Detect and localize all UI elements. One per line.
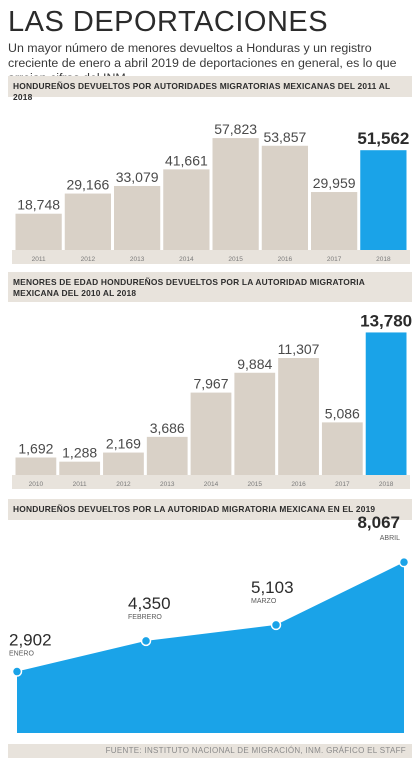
page-title: LAS DEPORTACIONES [8,6,329,38]
bar [212,138,259,250]
data-point [270,619,282,631]
x-tick-label: 2017 [327,256,342,263]
data-point [11,666,23,677]
month-label: FEBRERO [128,614,162,621]
x-tick-label: 2014 [179,256,194,263]
data-label: 7,967 [193,376,228,392]
bar [311,192,358,250]
bar [15,457,57,475]
x-tick-label: 2015 [248,481,263,488]
x-tick-label: 2011 [32,256,46,263]
chart2-title: MENORES DE EDAD HONDUREÑOS DEVUELTOS POR… [8,272,412,302]
x-tick-label: 2012 [116,481,131,488]
data-label: 8,067 [357,513,400,532]
chart3-title: HONDUREÑOS DEVUELTOS POR LA AUTORIDAD MI… [8,499,412,520]
x-tick-label: 2018 [379,481,394,488]
data-label: 1,288 [62,445,97,461]
x-tick-label: 2013 [160,481,175,488]
data-label: 51,562 [357,129,409,148]
data-label: 18,748 [17,197,60,213]
chart-minors-2010-2018: 1,692 2010 1,288 2011 2,169 2012 3,686 2013 7,96… [12,311,412,489]
x-tick-label: 2016 [278,256,293,263]
source-credit: FUENTE: INSTITUTO NACIONAL DE MIGRACIÓN,… [8,744,412,758]
bar [234,372,276,475]
bar [15,213,62,250]
bar [103,452,144,475]
bar [261,145,308,250]
chart-returned-2011-2018: 18,748 2011 29,166 2012 33,079 2013 41,661 2014… [12,121,410,264]
x-axis-band [12,475,410,489]
bar [365,332,407,475]
data-label: 29,959 [313,175,356,191]
data-label: 29,166 [66,177,109,193]
x-axis-band [12,250,410,264]
data-label: 4,350 [128,594,171,613]
data-label: 53,857 [263,129,306,145]
area-series [17,562,404,733]
month-label: ENERO [9,651,34,658]
bar [190,392,232,475]
data-label: 1,692 [18,440,53,456]
x-tick-label: 2016 [291,481,306,488]
month-label: MARZO [251,598,277,605]
x-tick-label: 2013 [130,256,145,263]
bar [114,185,161,250]
data-label: 33,079 [116,169,159,185]
bar [163,169,210,250]
x-tick-label: 2017 [335,481,350,488]
data-label: 5,086 [325,405,360,421]
chart1-title: HONDUREÑOS DEVUELTOS POR AUTORIDADES MIG… [8,76,412,102]
bar [59,461,101,475]
bar [278,358,319,475]
bar [321,422,363,475]
bar [146,436,188,475]
bar [360,150,407,250]
data-point [140,635,152,647]
data-point [398,556,410,568]
data-label: 3,686 [150,420,185,436]
data-label: 11,307 [278,341,320,357]
x-tick-label: 2014 [204,481,219,488]
x-tick-label: 2011 [73,481,87,488]
x-tick-label: 2018 [376,256,391,263]
data-label: 41,661 [165,152,208,168]
data-label: 13,780 [360,311,412,330]
x-tick-label: 2015 [228,256,243,263]
data-label: 2,902 [9,631,52,650]
x-tick-label: 2012 [81,256,96,263]
data-label: 5,103 [251,578,294,597]
data-label: 2,169 [106,436,141,452]
month-label: ABRIL [380,535,400,542]
bar [64,193,111,250]
data-label: 57,823 [214,121,257,137]
data-label: 9,884 [237,356,272,372]
x-tick-label: 2010 [29,481,44,488]
